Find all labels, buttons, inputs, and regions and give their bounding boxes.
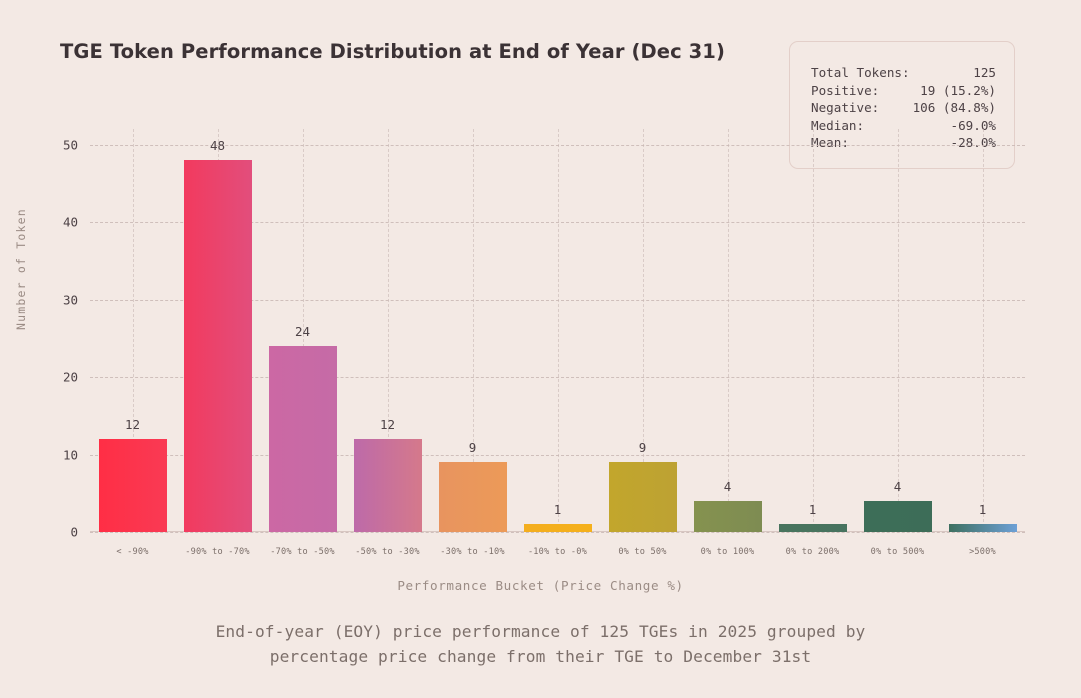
gridline-vertical	[642, 129, 644, 532]
gridline-vertical	[982, 129, 984, 532]
figure-caption: End-of-year (EOY) price performance of 1…	[0, 619, 1081, 669]
bar[interactable]	[608, 462, 677, 532]
gridline-vertical	[387, 129, 389, 532]
stat-row: Median: -69.0%	[811, 117, 996, 135]
bar[interactable]	[183, 160, 252, 532]
x-axis-tick-label: < -90%	[116, 547, 149, 557]
stat-label: Negative:	[811, 100, 880, 115]
bar-value-label: 12	[379, 417, 396, 432]
bar-value-label: 12	[124, 417, 141, 432]
x-axis-tick-label: -90% to -70%	[185, 547, 250, 557]
chart-title: TGE Token Performance Distribution at En…	[60, 40, 725, 63]
gridline-vertical	[302, 129, 304, 532]
bar[interactable]	[948, 524, 1017, 532]
bar-value-label: 24	[294, 324, 311, 339]
caption-line: End-of-year (EOY) price performance of 1…	[215, 622, 866, 641]
y-axis-tick-label: 0	[70, 524, 78, 540]
bar-value-label: 4	[723, 479, 732, 494]
gridline-vertical	[727, 129, 729, 532]
x-axis-tick-label: 0% to 200%	[785, 547, 840, 557]
stat-row: Positive: 19 (15.2%)	[811, 82, 996, 100]
stat-label: Total Tokens:	[811, 65, 910, 80]
y-axis-title: Number of Token	[14, 208, 28, 330]
stat-value: -28.0%	[950, 135, 997, 150]
caption-line: percentage price change from their TGE t…	[269, 647, 812, 666]
summary-stats-list: Total Tokens: 125 Positive: 19 (15.2%) Negat…	[811, 64, 996, 152]
stat-value: 19 (15.2%)	[920, 82, 996, 98]
y-axis-tick-label: 10	[62, 447, 78, 462]
bar-value-label: 1	[553, 502, 562, 518]
stat-row: Mean: -28.0%	[811, 134, 996, 152]
stat-row: Negative: 106 (84.8%)	[811, 99, 996, 117]
bar[interactable]	[523, 524, 592, 532]
plot-area: 12 48 24 12 9 1 9 4 1 4 1	[90, 129, 1025, 533]
stat-value: -69.0%	[950, 117, 997, 133]
bar[interactable]	[268, 346, 337, 532]
bar[interactable]	[353, 439, 422, 532]
bar-value-label: 48	[209, 138, 226, 153]
bar-value-label: 9	[468, 440, 477, 456]
y-axis-tick-label: 50	[62, 137, 78, 152]
x-axis-tick-label: -50% to -30%	[355, 547, 420, 557]
stat-label: Positive:	[811, 82, 880, 98]
bar[interactable]	[778, 524, 847, 532]
bar[interactable]	[438, 462, 507, 532]
bar[interactable]	[863, 501, 932, 532]
gridline-vertical	[472, 129, 474, 532]
stat-value: 106 (84.8%)	[912, 100, 996, 115]
gridline-vertical	[132, 129, 134, 532]
gridline-vertical	[812, 129, 814, 532]
x-axis-tick-label: 0% to 50%	[618, 547, 667, 557]
y-axis-tick-label: 40	[62, 214, 78, 230]
bar[interactable]	[98, 439, 167, 532]
x-axis-tick-label: 0% to 100%	[700, 547, 755, 557]
gridline-vertical	[897, 129, 899, 532]
x-axis-tick-label: >500%	[969, 547, 996, 557]
y-axis-tick-label: 30	[62, 292, 78, 307]
summary-stats-panel: Total Tokens: 125 Positive: 19 (15.2%) Negat…	[789, 41, 1015, 169]
bar-value-label: 4	[893, 479, 902, 494]
x-axis-title: Performance Bucket (Price Change %)	[397, 578, 684, 593]
x-axis-tick-label: -70% to -50%	[270, 547, 335, 557]
bar[interactable]	[693, 501, 762, 532]
stat-value: 125	[973, 65, 996, 80]
stat-label: Mean:	[811, 135, 849, 150]
gridline-horizontal	[90, 532, 1025, 533]
bar-value-label: 9	[638, 440, 647, 456]
x-axis-tick-label: -10% to -0%	[527, 547, 588, 557]
stat-row: Total Tokens: 125	[811, 64, 996, 82]
bar-value-label: 1	[978, 502, 987, 518]
gridline-vertical	[557, 129, 559, 532]
stat-label: Median:	[811, 117, 865, 133]
x-axis-tick-label: 0% to 500%	[870, 547, 925, 557]
y-axis-tick-label: 20	[62, 369, 78, 385]
bar-value-label: 1	[808, 502, 817, 518]
x-axis-tick-label: -30% to -10%	[440, 547, 505, 557]
